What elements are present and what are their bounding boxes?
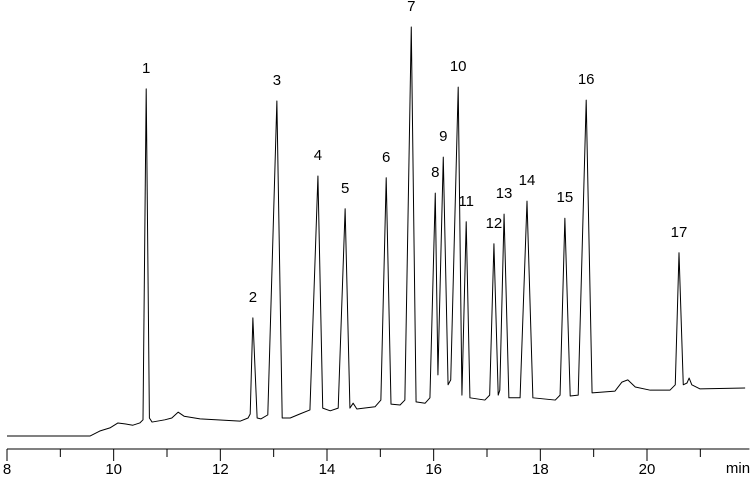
peak-label: 13 xyxy=(496,185,513,202)
peak-label: 2 xyxy=(249,289,257,306)
x-tick-label: 18 xyxy=(532,461,549,478)
x-tick-label: 20 xyxy=(639,461,656,478)
peak-label: 9 xyxy=(439,128,447,145)
peak-label: 4 xyxy=(314,147,322,164)
peak-label: 8 xyxy=(431,164,439,181)
peak-label: 7 xyxy=(407,0,415,15)
x-tick-label: 16 xyxy=(425,461,442,478)
peak-label: 1 xyxy=(142,60,150,77)
peak-label: 11 xyxy=(458,193,474,210)
peak-label: 17 xyxy=(671,224,688,241)
x-tick-label: 14 xyxy=(319,461,336,478)
x-tick-label: 8 xyxy=(3,461,11,478)
peak-label: 12 xyxy=(486,215,503,232)
peak-label: 14 xyxy=(519,172,536,189)
peak-label: 5 xyxy=(341,180,349,197)
trace xyxy=(7,26,746,437)
peak-label: 6 xyxy=(382,149,390,166)
peak-label: 15 xyxy=(557,189,574,206)
x-axis-label: min xyxy=(726,460,750,477)
peak-label: 3 xyxy=(273,72,281,89)
x-tick-label: 12 xyxy=(212,461,229,478)
x-tick-label: 10 xyxy=(105,461,122,478)
peak-label: 16 xyxy=(578,71,595,88)
peak-label: 10 xyxy=(450,58,467,75)
